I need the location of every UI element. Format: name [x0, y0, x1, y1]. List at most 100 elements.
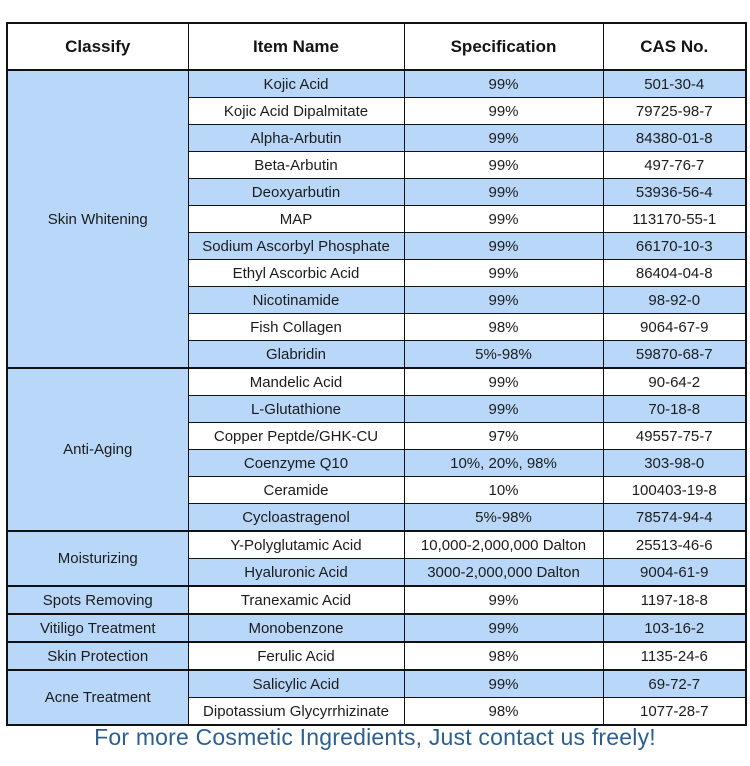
spec-cell: 99%: [403, 151, 604, 179]
spec-cell: 3000-2,000,000 Dalton: [403, 558, 604, 587]
cas-cell: 100403-19-8: [602, 476, 747, 504]
item-name-cell: Hyaluronic Acid: [187, 558, 405, 587]
item-name-cell: Salicylic Acid: [187, 669, 405, 698]
spec-cell: 10%: [403, 476, 604, 504]
table-row: Moisturizing Y-Polyglutamic Acid 10,000-2,…: [6, 530, 747, 587]
spec-cell: 99%: [403, 669, 604, 698]
table-row: Dipotassium Glycyrrhizinate 98% 1077-28-7: [7, 697, 747, 726]
cas-cell: 90-64-2: [602, 367, 747, 396]
column-header-specification: Specification: [403, 22, 604, 71]
spec-cell: 10%, 20%, 98%: [403, 449, 604, 477]
spec-cell: 10,000-2,000,000 Dalton: [403, 530, 604, 559]
item-name-cell: Sodium Ascorbyl Phosphate: [187, 232, 405, 260]
table-row: Acne Treatment Salicylic Acid 99% 69-72-7: [6, 669, 747, 726]
spec-cell: 99%: [403, 395, 604, 423]
table-row: Ethyl Ascorbic Acid 99% 86404-04-8: [7, 259, 747, 287]
item-name-cell: Kojic Acid Dipalmitate: [187, 97, 405, 125]
table-row: Vitiligo Treatment Monobenzone 99% 103-16-2: [6, 613, 747, 643]
ingredients-table: Classify Item Name Specification CAS No.…: [6, 22, 747, 726]
table-row: Copper Peptde/GHK-CU 97% 49557-75-7: [7, 422, 747, 450]
spec-cell: 99%: [403, 286, 604, 314]
table-row: Fish Collagen 98% 9064-67-9: [7, 313, 747, 341]
classify-cell: Acne Treatment: [6, 669, 189, 726]
table-row: Hyaluronic Acid 3000-2,000,000 Dalton 9004…: [7, 558, 747, 587]
classify-cell: Moisturizing: [6, 530, 189, 587]
cas-cell: 9064-67-9: [602, 313, 747, 341]
footer-note: For more Cosmetic Ingredients, Just cont…: [94, 724, 656, 750]
table-row: Anti-Aging Mandelic Acid 99% 90-64-2: [6, 367, 747, 532]
column-header-classify: Classify: [6, 22, 189, 71]
cas-cell: 69-72-7: [602, 669, 747, 698]
cas-cell: 103-16-2: [602, 613, 747, 643]
classify-cell: Anti-Aging: [6, 367, 189, 532]
item-name-cell: Ceramide: [187, 476, 405, 504]
item-name-cell: Dipotassium Glycyrrhizinate: [187, 697, 405, 726]
item-name-cell: Mandelic Acid: [187, 367, 405, 396]
classify-cell: Skin Protection: [6, 641, 189, 671]
spec-cell: 99%: [403, 367, 604, 396]
spec-cell: 99%: [403, 124, 604, 152]
classify-cell: Skin Whitening: [6, 69, 189, 369]
table-row: Glabridin 5%-98% 59870-68-7: [7, 340, 747, 369]
item-name-cell: Monobenzone: [187, 613, 405, 643]
cas-cell: 59870-68-7: [602, 340, 747, 369]
cas-cell: 86404-04-8: [602, 259, 747, 287]
spec-cell: 99%: [403, 613, 604, 643]
column-header-cas-no: CAS No.: [602, 22, 747, 71]
item-name-cell: Y-Polyglutamic Acid: [187, 530, 405, 559]
table-row: Skin Protection Ferulic Acid 98% 1135-24-6: [6, 641, 747, 671]
item-name-cell: Copper Peptde/GHK-CU: [187, 422, 405, 450]
cas-cell: 84380-01-8: [602, 124, 747, 152]
cas-cell: 98-92-0: [602, 286, 747, 314]
item-name-cell: Tranexamic Acid: [187, 585, 405, 615]
item-name-cell: Cycloastragenol: [187, 503, 405, 532]
cas-cell: 79725-98-7: [602, 97, 747, 125]
column-header-item-name: Item Name: [187, 22, 405, 71]
cas-cell: 66170-10-3: [602, 232, 747, 260]
cas-cell: 1135-24-6: [602, 641, 747, 671]
spec-cell: 99%: [403, 69, 604, 98]
item-name-cell: Alpha-Arbutin: [187, 124, 405, 152]
spec-cell: 99%: [403, 178, 604, 206]
spec-cell: 98%: [403, 641, 604, 671]
cas-cell: 501-30-4: [602, 69, 747, 98]
table-row: Spots Removing Tranexamic Acid 99% 1197-18-…: [6, 585, 747, 615]
table-row: L-Glutathione 99% 70-18-8: [7, 395, 747, 423]
classify-cell: Vitiligo Treatment: [6, 613, 189, 643]
table-body: Skin Whitening Kojic Acid 99% 501-30-4 Kojic…: [6, 69, 747, 726]
cas-cell: 9004-61-9: [602, 558, 747, 587]
item-name-cell: Ferulic Acid: [187, 641, 405, 671]
spec-cell: 99%: [403, 585, 604, 615]
item-name-cell: Beta-Arbutin: [187, 151, 405, 179]
table-row: MAP 99% 113170-55-1: [7, 205, 747, 233]
spec-cell: 98%: [403, 697, 604, 726]
spec-cell: 5%-98%: [403, 340, 604, 369]
cas-cell: 497-76-7: [602, 151, 747, 179]
cas-cell: 25513-46-6: [602, 530, 747, 559]
spec-cell: 98%: [403, 313, 604, 341]
item-name-cell: Kojic Acid: [187, 69, 405, 98]
spec-cell: 99%: [403, 97, 604, 125]
item-name-cell: Nicotinamide: [187, 286, 405, 314]
table-row: Alpha-Arbutin 99% 84380-01-8: [7, 124, 747, 152]
spec-cell: 5%-98%: [403, 503, 604, 532]
table-row: Deoxyarbutin 99% 53936-56-4: [7, 178, 747, 206]
table-row: Beta-Arbutin 99% 497-76-7: [7, 151, 747, 179]
cas-cell: 1197-18-8: [602, 585, 747, 615]
cas-cell: 1077-28-7: [602, 697, 747, 726]
table-row: Skin Whitening Kojic Acid 99% 501-30-4: [6, 69, 747, 369]
item-name-cell: MAP: [187, 205, 405, 233]
spec-cell: 99%: [403, 205, 604, 233]
table-row: Nicotinamide 99% 98-92-0: [7, 286, 747, 314]
table-header: Classify Item Name Specification CAS No.: [6, 22, 747, 71]
item-name-cell: L-Glutathione: [187, 395, 405, 423]
item-name-cell: Fish Collagen: [187, 313, 405, 341]
table-row: Coenzyme Q10 10%, 20%, 98% 303-98-0: [7, 449, 747, 477]
cas-cell: 70-18-8: [602, 395, 747, 423]
item-name-cell: Deoxyarbutin: [187, 178, 405, 206]
cas-cell: 303-98-0: [602, 449, 747, 477]
item-name-cell: Coenzyme Q10: [187, 449, 405, 477]
item-name-cell: Ethyl Ascorbic Acid: [187, 259, 405, 287]
spec-cell: 99%: [403, 232, 604, 260]
table-row: Ceramide 10% 100403-19-8: [7, 476, 747, 504]
